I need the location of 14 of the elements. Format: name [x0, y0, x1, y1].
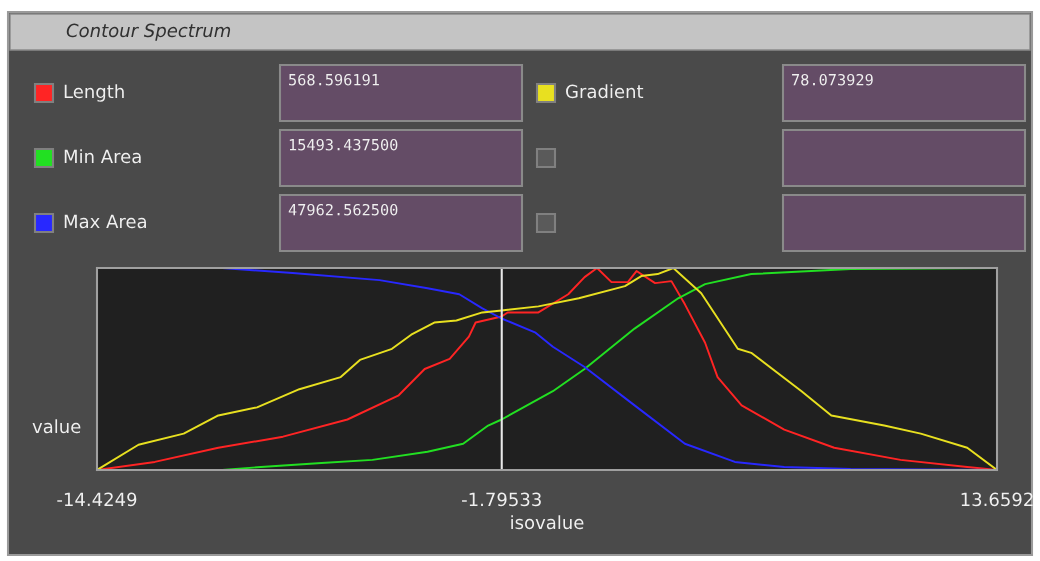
- x-tick-label: 13.6592: [961, 492, 1033, 507]
- legend-label: Length: [64, 84, 124, 102]
- y-axis-title: value: [32, 419, 81, 434]
- legend-label: Gradient: [566, 84, 644, 99]
- chart-title: Contour Spectrum: [66, 23, 231, 41]
- text: 15493.437500: [289, 138, 398, 151]
- text: 78.073929: [792, 73, 873, 86]
- legend-label: Max Area: [64, 214, 146, 229]
- text: 568.596191: [289, 73, 379, 86]
- x-axis-title: isovalue: [511, 515, 584, 530]
- x-tick-label: -1.79533: [462, 492, 541, 507]
- x-tick-label: -14.4249: [57, 492, 137, 507]
- text: 47962.562500: [288, 203, 398, 216]
- legend-label: Min Area: [64, 149, 141, 164]
